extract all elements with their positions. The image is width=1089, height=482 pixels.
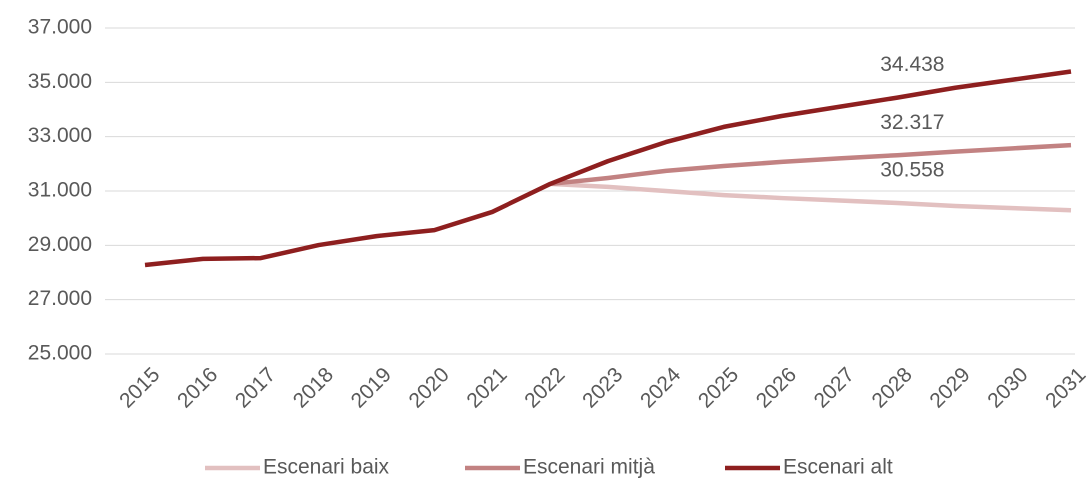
x-tick-label: 2021 xyxy=(462,363,511,412)
x-tick-label: 2019 xyxy=(347,363,396,412)
x-tick-label: 2023 xyxy=(578,363,627,412)
y-tick-label: 37.000 xyxy=(28,16,92,39)
series-line xyxy=(550,181,1072,213)
data-label: 32.317 xyxy=(880,111,944,134)
x-tick-label: 2018 xyxy=(289,363,338,412)
y-tick-label: 33.000 xyxy=(28,124,92,147)
x-tick-label: 2017 xyxy=(231,363,280,412)
x-tick-label: 2025 xyxy=(694,363,743,412)
x-tick-label: 2016 xyxy=(173,363,222,412)
y-tick-label: 31.000 xyxy=(28,179,92,202)
series-line xyxy=(549,142,1072,187)
legend-label: Escenari alt xyxy=(783,456,893,479)
legend-label: Escenari mitjà xyxy=(523,456,655,479)
x-tick-label: 2026 xyxy=(752,363,801,412)
x-tick-label: 2020 xyxy=(405,363,454,412)
series-line xyxy=(144,69,1072,268)
y-tick-label: 29.000 xyxy=(28,233,92,256)
data-label: 34.438 xyxy=(880,53,944,76)
x-tick-label: 2024 xyxy=(636,363,686,413)
x-tick-label: 2029 xyxy=(925,363,974,412)
y-tick-label: 35.000 xyxy=(28,70,92,93)
x-tick-label: 2028 xyxy=(868,363,917,412)
data-label: 30.558 xyxy=(880,159,944,182)
y-tick-label: 25.000 xyxy=(28,342,92,365)
x-tick-label: 2015 xyxy=(115,363,164,412)
legend-label: Escenari baix xyxy=(263,456,390,479)
y-tick-label: 27.000 xyxy=(28,287,92,310)
x-tick-label: 2022 xyxy=(520,363,569,412)
x-tick-label: 2031 xyxy=(1041,363,1089,412)
x-tick-label: 2030 xyxy=(983,363,1032,412)
x-tick-label: 2027 xyxy=(810,363,859,412)
